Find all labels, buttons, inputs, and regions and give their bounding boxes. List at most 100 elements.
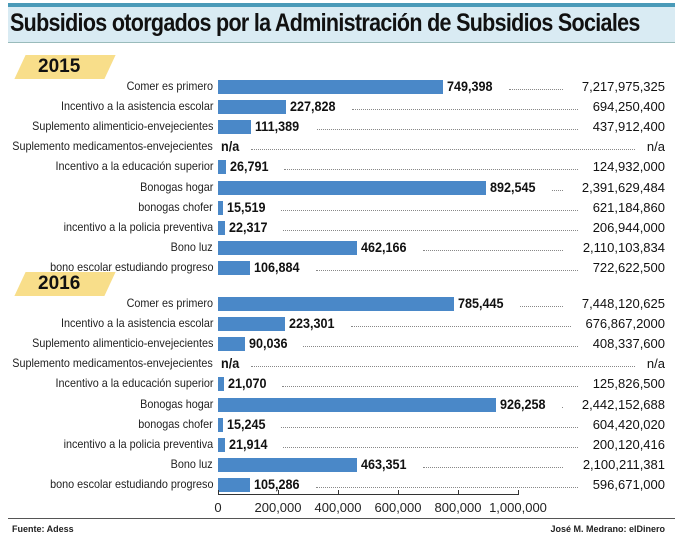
value-label: 892,545 — [489, 178, 536, 195]
bar — [218, 397, 496, 412]
amount-label: n/a — [646, 139, 665, 155]
row-label: Suplemento alimenticio-envejecientes — [31, 119, 213, 134]
x-tick — [278, 490, 279, 495]
amount-label: 125,826,500 — [592, 376, 665, 392]
row-label: Bono luz — [170, 239, 213, 254]
x-tick — [398, 490, 399, 495]
row-label: Incentivo a la educación superior — [55, 159, 213, 174]
bar — [218, 477, 250, 492]
x-tick-label: 0 — [214, 500, 222, 515]
row-label: Comer es primero — [126, 79, 213, 93]
value-label: 15,245 — [226, 415, 266, 432]
value-label: 21,914 — [228, 435, 268, 452]
bar — [218, 437, 225, 452]
amount-label: 7,448,120,625 — [581, 296, 665, 311]
bar — [218, 297, 454, 311]
value-label: 463,351 — [361, 455, 407, 472]
x-tick-label: 1,000,000 — [489, 500, 547, 515]
leader-line — [317, 129, 578, 131]
year-text: 2015 — [38, 56, 81, 77]
leader-line — [303, 346, 578, 348]
leader-line — [284, 169, 578, 171]
bar — [218, 260, 251, 275]
x-tick-label: 800,000 — [434, 500, 482, 515]
row-label: Incentivo a la asistencia escolar — [60, 99, 213, 114]
value-label: 227,828 — [290, 98, 336, 115]
bar — [218, 200, 223, 215]
value-label: 462,166 — [360, 238, 407, 255]
amount-label: 437,912,400 — [592, 119, 665, 135]
row-label: Bonogas hogar — [139, 396, 213, 411]
row-label: Suplemento alimenticio-envejecientes — [31, 336, 213, 351]
bar — [218, 120, 252, 135]
amount-label: 124,932,000 — [592, 159, 665, 175]
year-label: 2015 — [14, 55, 116, 79]
row-label: bono escolar estudiando progreso — [49, 259, 213, 274]
year-label: 2016 — [14, 272, 116, 296]
amount-label: 596,671,000 — [592, 476, 665, 492]
x-tick-label: 200,000 — [254, 500, 302, 515]
amount-label: n/a — [646, 356, 665, 372]
leader-line — [519, 306, 564, 307]
bar — [218, 337, 245, 352]
row-label: Incentivo a la asistencia escolar — [60, 316, 213, 331]
value-label: 22,317 — [228, 218, 268, 235]
leader-line — [251, 149, 636, 151]
amount-label: 206,944,000 — [592, 219, 665, 235]
x-tick-label: 600,000 — [374, 500, 422, 515]
x-tick-label: 400,000 — [314, 500, 362, 515]
leader-line — [315, 486, 578, 488]
amount-label: 604,420,020 — [592, 416, 665, 432]
bar — [218, 100, 287, 115]
leader-line — [350, 326, 571, 328]
value-label: 111,389 — [255, 118, 300, 135]
bar — [218, 80, 443, 94]
chart-title: Subsidios otorgados por la Administració… — [10, 9, 640, 37]
amount-label: 2,391,629,484 — [581, 179, 665, 195]
x-tick — [518, 490, 519, 495]
row-label: Comer es primero — [126, 296, 213, 310]
row-label: bonogas chofer — [138, 199, 213, 214]
amount-label: 200,120,416 — [592, 436, 665, 452]
footer-divider — [8, 518, 675, 519]
leader-line — [422, 249, 564, 251]
row-label: bonogas chofer — [138, 416, 213, 431]
bar — [218, 180, 486, 195]
leader-line — [352, 109, 578, 111]
value-label: 749,398 — [446, 78, 493, 94]
amount-label: 621,184,860 — [592, 199, 665, 215]
leader-line — [508, 89, 564, 90]
leader-line — [316, 269, 578, 271]
amount-label: 2,442,152,688 — [581, 396, 665, 412]
amount-label: 694,250,400 — [592, 99, 665, 115]
year-text: 2016 — [38, 273, 81, 294]
value-label: n/a — [221, 138, 240, 155]
bar — [218, 220, 225, 235]
x-tick — [218, 490, 219, 495]
bar — [218, 457, 357, 472]
value-label: 15,519 — [226, 198, 266, 215]
row-label: Bonogas hogar — [139, 179, 213, 194]
row-label: Bono luz — [170, 456, 213, 471]
row-label: Incentivo a la educación superior — [55, 376, 213, 391]
row-label: Suplemento medicamentos-envejecientes — [12, 139, 213, 154]
value-label: n/a — [221, 355, 240, 372]
leader-line — [251, 366, 636, 368]
value-label: 90,036 — [249, 335, 288, 352]
row-label: incentivo a la policia preventiva — [63, 436, 213, 451]
bar — [218, 417, 223, 432]
value-label: 223,301 — [288, 315, 335, 332]
row-label: Suplemento medicamentos-envejecientes — [12, 356, 213, 371]
amount-label: 2,100,211,381 — [582, 456, 665, 472]
bar — [218, 240, 357, 255]
amount-label: 676,867,2000 — [585, 316, 665, 332]
source-note: Fuente: Adess — [12, 524, 74, 534]
row-label: incentivo a la policia preventiva — [63, 219, 213, 234]
title-banner — [8, 7, 675, 43]
amount-label: 2,110,103,834 — [582, 239, 665, 255]
x-tick — [338, 490, 339, 495]
value-label: 926,258 — [499, 395, 546, 412]
leader-line — [280, 426, 578, 428]
row-label: bono escolar estudiando progreso — [49, 476, 213, 491]
